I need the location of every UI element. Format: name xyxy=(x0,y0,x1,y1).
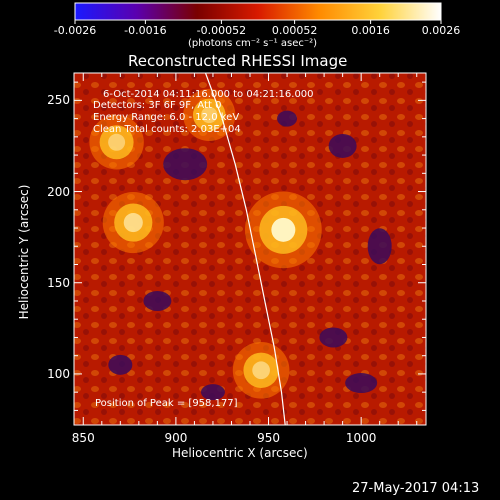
solar-limb-curve xyxy=(204,73,286,425)
emission-source xyxy=(201,106,218,124)
emission-source xyxy=(252,361,270,380)
annotation-energy: Energy Range: 6.0 - 12.0 keV xyxy=(93,112,240,123)
colorbar-tick-label: -0.0026 xyxy=(53,24,97,37)
negative-region xyxy=(328,133,357,158)
y-tick-label: 150 xyxy=(47,275,70,290)
colorbar-tick-label: 0.0026 xyxy=(421,24,461,37)
negative-region xyxy=(143,290,172,311)
y-tick-label: 200 xyxy=(47,184,70,199)
annotation-time-range: 6-Oct-2014 04:11:16.000 to 04:21:16.000 xyxy=(103,89,314,100)
negative-region xyxy=(200,384,225,401)
negative-region xyxy=(345,373,378,394)
colorbar-tick-label: 0.0016 xyxy=(351,24,390,37)
y-axis-label: Heliocentric Y (arcsec) xyxy=(17,184,31,320)
negative-region xyxy=(277,110,298,127)
negative-region xyxy=(319,327,348,348)
x-tick-label: 900 xyxy=(164,431,188,445)
y-tick-label: 100 xyxy=(47,366,70,381)
annotation-peak-position: Position of Peak = [958,177] xyxy=(95,398,238,409)
colorbar-tick-label: -0.0016 xyxy=(124,24,167,37)
negative-region xyxy=(163,148,208,181)
x-axis-label: Heliocentric X (arcsec) xyxy=(172,446,308,460)
x-tick-label: 1000 xyxy=(345,431,377,445)
colorbar xyxy=(74,2,442,21)
emission-source xyxy=(271,217,296,242)
emission-source xyxy=(108,133,126,151)
x-tick-label: 950 xyxy=(257,431,280,445)
negative-region xyxy=(367,228,392,265)
y-tick-label: 250 xyxy=(47,93,70,108)
colorbar-tick-label: -0.00052 xyxy=(196,24,247,37)
colorbar-tick-label: 0.00052 xyxy=(271,24,318,37)
plot-title: Reconstructed RHESSI Image xyxy=(128,52,348,70)
footer-date: 27-May-2017 04:13 xyxy=(352,481,480,496)
x-tick-label: 850 xyxy=(71,431,95,445)
emission-source xyxy=(123,213,143,233)
annotation-clean: Clean Total counts: 2.03E+04 xyxy=(93,124,241,135)
annotation-detectors: Detectors: 3F 6F 9F, Att 0 xyxy=(93,100,222,111)
colorbar-unit-label: (photons cm⁻² s⁻¹ asec⁻²) xyxy=(188,38,318,49)
negative-region xyxy=(108,354,133,375)
